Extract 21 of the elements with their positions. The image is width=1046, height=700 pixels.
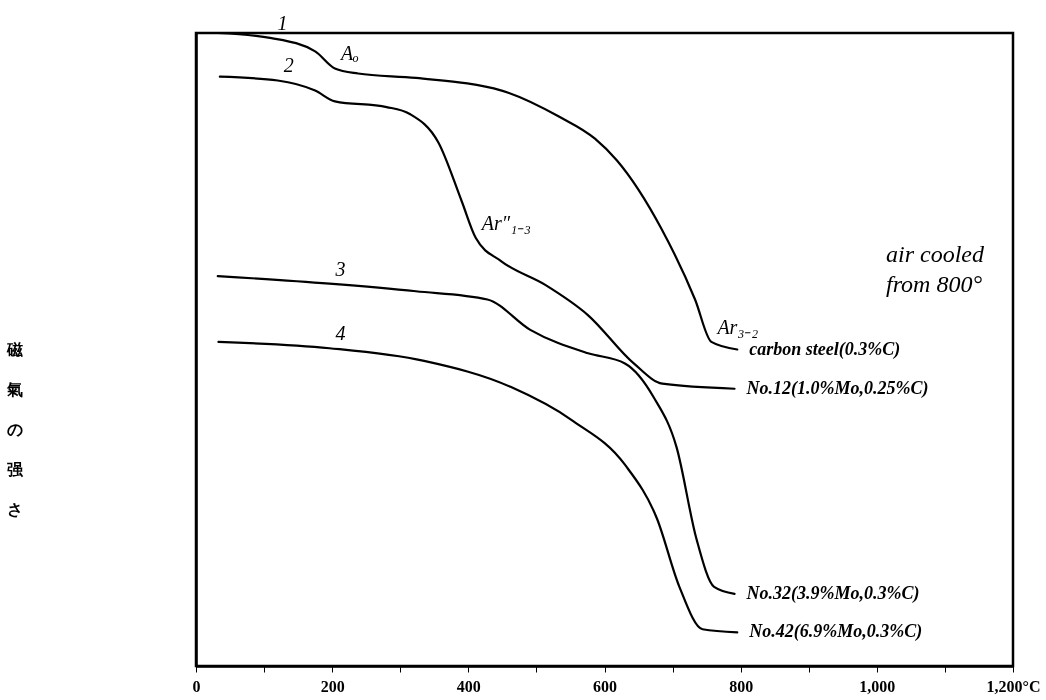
series-label: No.12(1.0%Mo,0.25%C)	[745, 377, 929, 399]
annotation: 4	[335, 322, 346, 345]
x-tick-label: 800	[729, 677, 754, 695]
annotation: from 800°	[886, 271, 983, 297]
x-tick-label: 400	[456, 677, 481, 695]
series-label: carbon steel(0.3%C)	[749, 338, 901, 360]
series-label: No.42(6.9%Mo,0.3%C)	[748, 621, 923, 643]
series-label: No.32(3.9%Mo,0.3%C)	[745, 582, 920, 604]
text: 磁氣の强さ	[6, 341, 23, 518]
x-tick-label: 600	[593, 677, 617, 695]
annotation: 2	[283, 54, 294, 77]
annotation: 3	[334, 257, 346, 280]
annotation: Ar₃₋₂	[715, 315, 759, 338]
x-tick-label: 1,200°C	[986, 677, 1041, 695]
annotation: Ar″₁₋₃	[479, 212, 532, 235]
annotation: Aₒ	[338, 42, 360, 65]
annotation: 1	[277, 12, 288, 35]
x-tick-label: 1,000	[859, 677, 896, 695]
annotation: air cooled	[886, 241, 985, 267]
x-tick-label: 200	[320, 677, 345, 695]
x-tick-label: 0	[192, 677, 201, 695]
